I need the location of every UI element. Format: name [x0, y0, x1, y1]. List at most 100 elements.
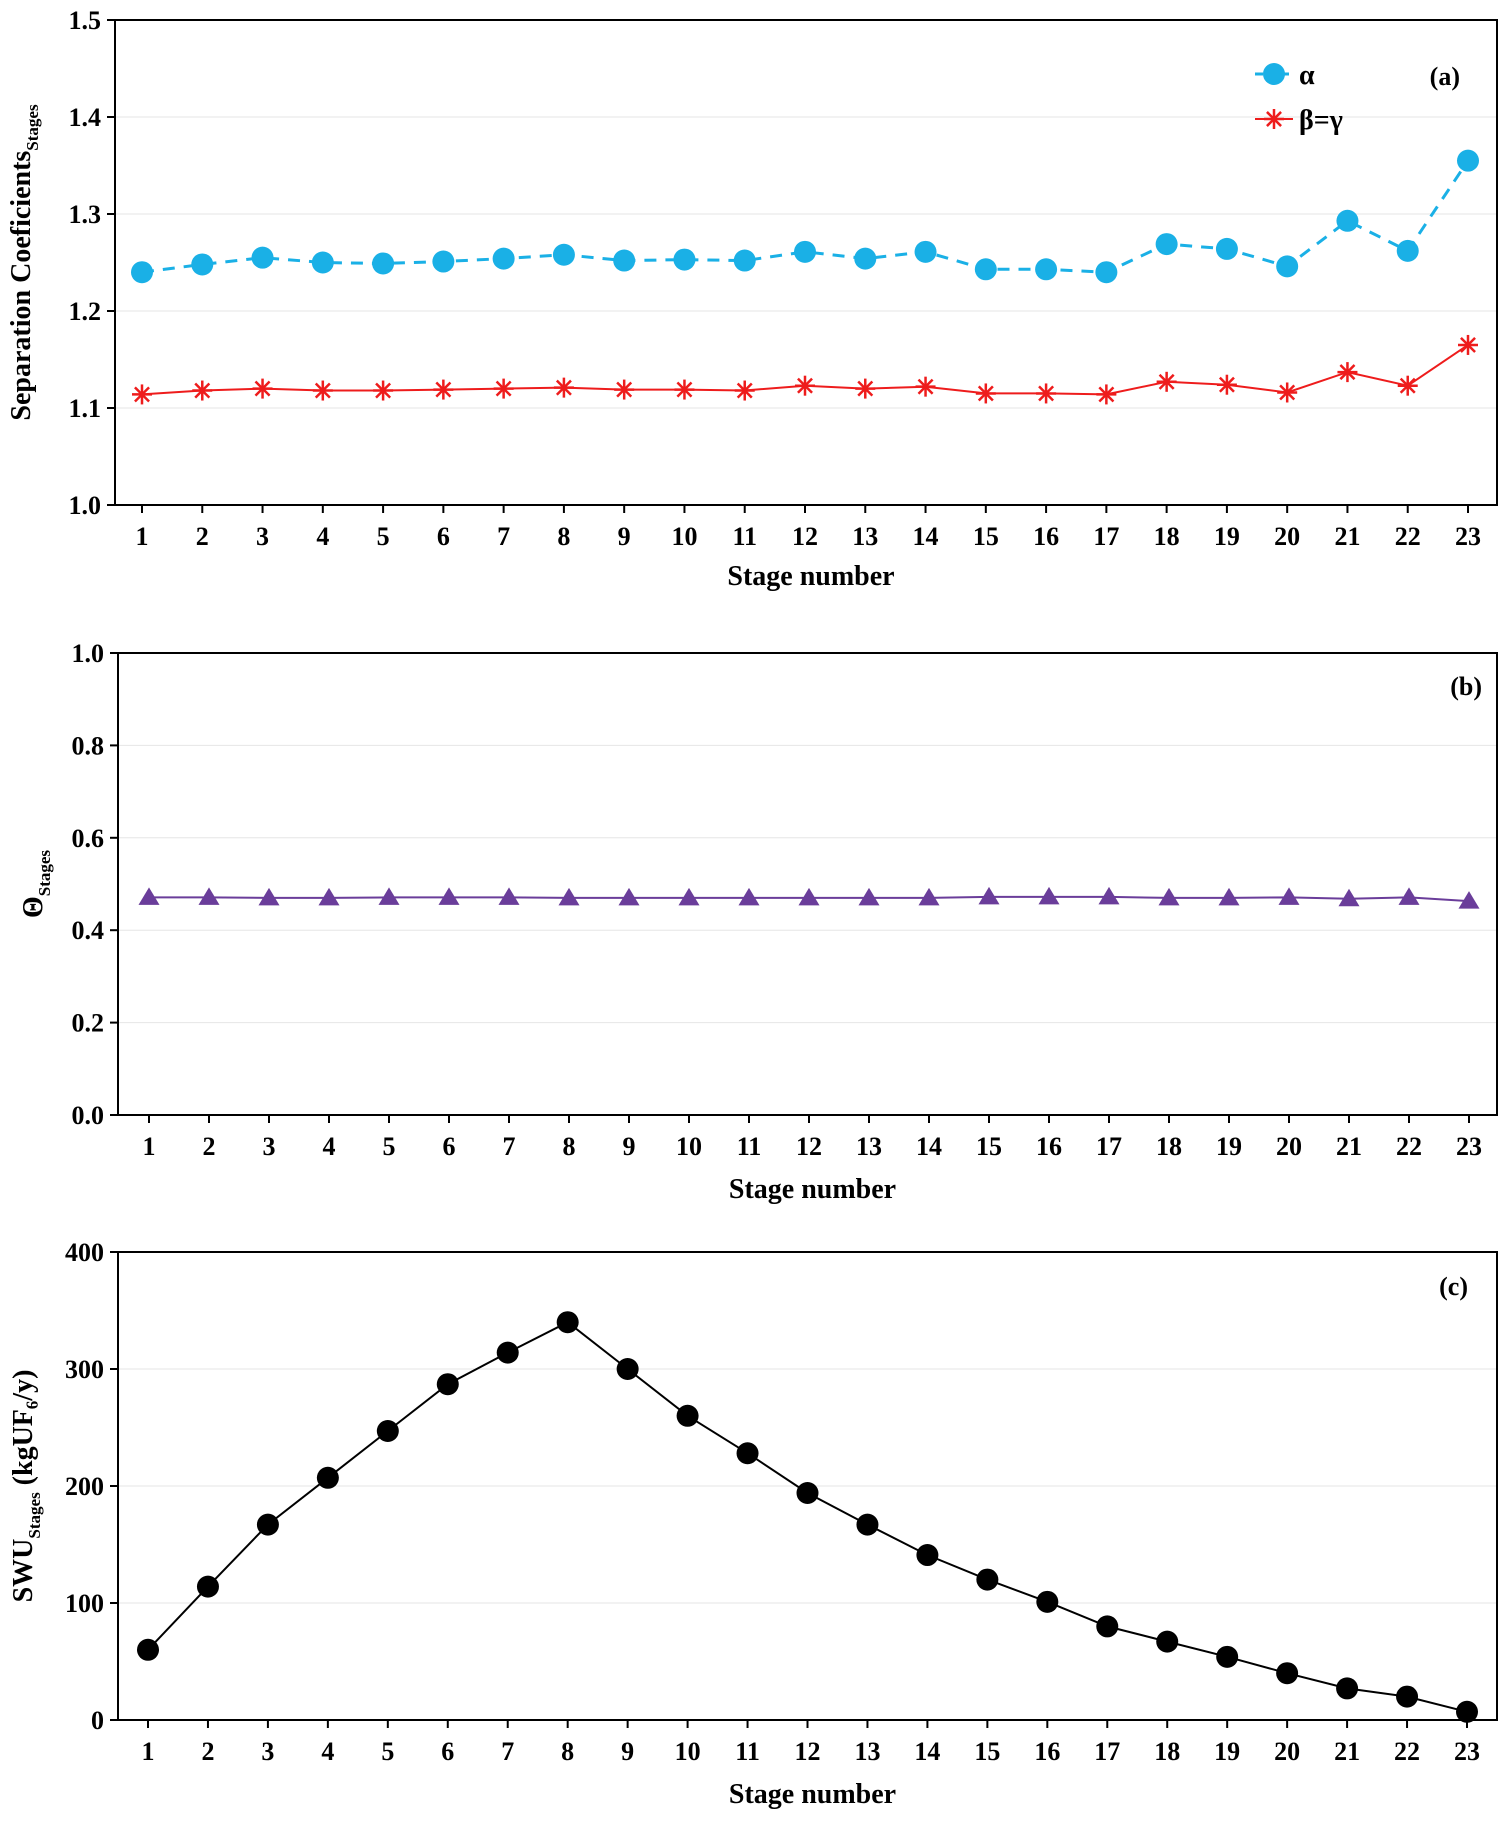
- x-tick-label: 19: [1216, 1132, 1242, 1161]
- data-point: [978, 886, 1000, 905]
- data-point: [1156, 371, 1177, 392]
- data-point: [676, 1404, 699, 1427]
- asterisk-stroke: [977, 385, 994, 402]
- data-point: [1263, 63, 1285, 85]
- x-tick-label: 11: [735, 1737, 760, 1766]
- data-point: [258, 887, 280, 906]
- x-tick-label: 4: [323, 1132, 336, 1161]
- x-tick-label: 21: [1336, 1132, 1362, 1161]
- asterisk-stroke: [194, 382, 211, 399]
- x-tick-label: 20: [1274, 522, 1300, 551]
- x-tick-label: 8: [563, 1132, 576, 1161]
- asterisk-stroke: [1098, 386, 1115, 403]
- data-point: [1276, 1662, 1299, 1685]
- data-point: [1458, 891, 1480, 909]
- x-tick-label: 21: [1334, 1737, 1360, 1766]
- x-tick-label: 2: [201, 1737, 214, 1766]
- x-tick-label: 9: [623, 1132, 636, 1161]
- data-point: [312, 380, 333, 401]
- x-tick-label: 20: [1276, 1132, 1302, 1161]
- x-tick-label: 21: [1334, 522, 1360, 551]
- data-point: [1458, 334, 1478, 355]
- x-tick-label: 23: [1455, 522, 1481, 551]
- asterisk-stroke: [736, 382, 753, 399]
- asterisk-stroke: [1279, 384, 1296, 401]
- x-tick-label: 4: [316, 522, 329, 551]
- data-point: [738, 887, 760, 906]
- y-tick-label: 0.0: [72, 1101, 105, 1130]
- y-axis-title-subscript: Stages: [25, 1492, 44, 1539]
- panel-label: (a): [1430, 62, 1460, 91]
- x-tick-label: 2: [196, 522, 209, 551]
- asterisk-stroke: [1339, 364, 1356, 381]
- x-tick-label: 23: [1454, 1737, 1480, 1766]
- y-tick-label: 300: [65, 1355, 104, 1384]
- x-tick-label: 14: [916, 1132, 942, 1161]
- y-axis-title-main: SWU: [8, 1539, 39, 1603]
- x-tick-label: 15: [973, 522, 999, 551]
- data-point: [858, 887, 880, 906]
- x-tick-label: 7: [501, 1737, 514, 1766]
- data-point: [1396, 1685, 1419, 1708]
- data-point: [438, 887, 460, 905]
- x-tick-label: 11: [737, 1132, 762, 1161]
- asterisk-stroke: [676, 381, 693, 398]
- x-tick-label: 18: [1154, 1737, 1180, 1766]
- x-tick-label: 10: [671, 522, 697, 551]
- data-point: [1216, 374, 1237, 395]
- plot-frame: [117, 652, 1498, 1116]
- x-tick-label: 16: [1036, 1132, 1062, 1161]
- y-axis-title-subscript: Stages: [23, 104, 42, 151]
- asterisk-stroke: [375, 382, 392, 399]
- y-axis-title: Separation CoeficientsStages: [6, 104, 42, 421]
- x-tick-label: 13: [856, 1132, 882, 1161]
- x-tick-label: 22: [1396, 1132, 1422, 1161]
- x-tick-label: 19: [1214, 522, 1240, 551]
- data-point: [796, 1482, 819, 1505]
- legend: α β=γ: [1255, 60, 1343, 136]
- x-tick-label: 19: [1214, 1737, 1240, 1766]
- x-tick-label: 9: [618, 522, 631, 551]
- y-tick-label: 0.8: [72, 731, 105, 760]
- data-point: [795, 375, 815, 396]
- x-tick-label: 4: [321, 1737, 334, 1766]
- data-point: [918, 887, 940, 906]
- data-point: [318, 887, 340, 906]
- x-tick-label: 13: [852, 522, 878, 551]
- y-axis-title: ΘStages: [18, 850, 54, 918]
- x-axis-title: Stage number: [729, 1779, 896, 1810]
- x-tick-label: 17: [1094, 1737, 1120, 1766]
- data-point: [974, 258, 997, 281]
- data-point: [798, 887, 820, 906]
- x-tick-label: 2: [203, 1132, 216, 1161]
- data-point: [493, 378, 514, 399]
- data-point: [552, 243, 575, 266]
- data-point: [496, 1341, 519, 1364]
- y-tick-label: 1.3: [69, 200, 102, 229]
- data-point: [856, 1513, 879, 1536]
- x-tick-label: 22: [1395, 522, 1421, 551]
- x-tick-label: 17: [1093, 522, 1119, 551]
- asterisk-stroke: [1460, 336, 1476, 353]
- x-tick-label: 10: [675, 1737, 701, 1766]
- y-axis-title-unit: (kgUF₆/y): [8, 1370, 39, 1493]
- asterisk-stroke: [857, 380, 874, 397]
- data-point: [614, 379, 635, 400]
- data-point: [252, 378, 273, 399]
- data-point: [1035, 258, 1058, 281]
- data-point: [138, 887, 160, 905]
- data-point: [436, 1373, 459, 1396]
- x-tick-label: 5: [381, 1737, 394, 1766]
- x-tick-label: 14: [914, 1737, 940, 1766]
- x-tick-label: 7: [497, 522, 510, 551]
- data-point: [553, 377, 574, 398]
- x-tick-label: 6: [437, 522, 450, 551]
- data-point: [558, 887, 580, 906]
- data-point: [1337, 362, 1358, 383]
- x-tick-label: 15: [974, 1737, 1000, 1766]
- data-point: [1096, 384, 1117, 405]
- asterisk-stroke: [254, 380, 271, 397]
- y-axis-title-main: Θ: [18, 896, 49, 918]
- asterisk-stroke: [314, 382, 331, 399]
